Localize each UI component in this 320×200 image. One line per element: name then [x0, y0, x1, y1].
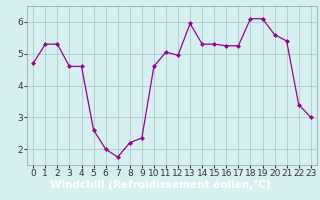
Text: Windchill (Refroidissement éolien,°C): Windchill (Refroidissement éolien,°C) [50, 179, 270, 190]
